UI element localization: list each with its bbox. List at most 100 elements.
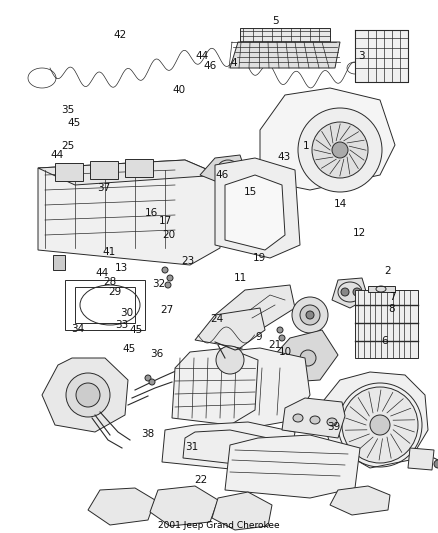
Text: 13: 13 — [115, 263, 128, 272]
Text: 28: 28 — [103, 277, 116, 287]
Text: 35: 35 — [61, 105, 74, 115]
Polygon shape — [355, 290, 418, 358]
Text: 43: 43 — [277, 152, 290, 161]
Polygon shape — [270, 330, 338, 382]
Text: 25: 25 — [61, 141, 74, 151]
Text: 20: 20 — [162, 230, 175, 240]
Polygon shape — [230, 42, 340, 68]
Text: 2: 2 — [384, 266, 391, 276]
Text: 44: 44 — [50, 150, 64, 159]
Ellipse shape — [341, 288, 349, 296]
Ellipse shape — [370, 415, 390, 435]
Ellipse shape — [310, 416, 320, 424]
Text: 44: 44 — [95, 268, 108, 278]
Text: 34: 34 — [71, 325, 85, 334]
Text: 3: 3 — [358, 52, 365, 61]
Text: 46: 46 — [203, 61, 216, 71]
Text: 29: 29 — [108, 287, 121, 296]
Text: 2001 Jeep Grand Cherokee: 2001 Jeep Grand Cherokee — [158, 521, 280, 529]
Polygon shape — [38, 160, 220, 185]
Text: 45: 45 — [67, 118, 80, 127]
Polygon shape — [282, 398, 345, 438]
Ellipse shape — [149, 379, 155, 385]
Polygon shape — [42, 358, 128, 432]
Text: 24: 24 — [211, 314, 224, 324]
Text: 22: 22 — [194, 475, 207, 484]
Polygon shape — [215, 158, 300, 258]
Text: 44: 44 — [196, 51, 209, 61]
Polygon shape — [200, 155, 245, 185]
Text: 17: 17 — [159, 216, 172, 226]
Text: 37: 37 — [98, 183, 111, 192]
Text: 12: 12 — [353, 229, 366, 238]
Ellipse shape — [342, 387, 418, 463]
Text: 10: 10 — [279, 347, 292, 357]
Ellipse shape — [300, 350, 316, 366]
Polygon shape — [260, 88, 395, 190]
Polygon shape — [195, 308, 265, 348]
Ellipse shape — [327, 418, 337, 426]
Ellipse shape — [332, 142, 348, 158]
Polygon shape — [183, 430, 268, 464]
Polygon shape — [88, 488, 155, 525]
Polygon shape — [212, 492, 272, 530]
Ellipse shape — [279, 335, 285, 341]
Text: 23: 23 — [182, 256, 195, 266]
Text: 31: 31 — [185, 442, 198, 451]
Ellipse shape — [216, 346, 244, 374]
Ellipse shape — [306, 311, 314, 319]
Ellipse shape — [162, 267, 168, 273]
Bar — [55, 163, 83, 181]
Text: 42: 42 — [114, 30, 127, 40]
Polygon shape — [240, 28, 330, 50]
Text: 14: 14 — [334, 199, 347, 209]
Polygon shape — [368, 286, 395, 292]
Polygon shape — [162, 422, 295, 470]
Polygon shape — [53, 255, 65, 270]
Polygon shape — [150, 486, 218, 526]
Text: 45: 45 — [129, 326, 142, 335]
Text: 6: 6 — [381, 336, 388, 346]
Polygon shape — [38, 160, 220, 265]
Polygon shape — [320, 372, 428, 468]
Text: 7: 7 — [389, 293, 396, 302]
Text: 11: 11 — [233, 273, 247, 283]
Text: 15: 15 — [244, 187, 257, 197]
Polygon shape — [332, 278, 368, 308]
Text: 38: 38 — [141, 430, 155, 439]
Ellipse shape — [434, 460, 438, 468]
Text: 32: 32 — [152, 279, 165, 288]
Text: 40: 40 — [172, 85, 185, 95]
Polygon shape — [355, 30, 408, 82]
Ellipse shape — [353, 288, 361, 296]
Text: 8: 8 — [389, 304, 396, 314]
Polygon shape — [215, 285, 295, 330]
Ellipse shape — [300, 305, 320, 325]
Ellipse shape — [66, 373, 110, 417]
Text: 36: 36 — [150, 350, 163, 359]
Ellipse shape — [293, 414, 303, 422]
Text: 4: 4 — [230, 59, 237, 68]
Polygon shape — [330, 486, 390, 515]
Ellipse shape — [312, 122, 368, 178]
Text: 45: 45 — [123, 344, 136, 354]
Text: 5: 5 — [272, 16, 279, 26]
Ellipse shape — [76, 383, 100, 407]
Text: 21: 21 — [268, 341, 282, 350]
Text: 46: 46 — [216, 170, 229, 180]
Text: 27: 27 — [160, 305, 173, 315]
Text: 33: 33 — [115, 320, 128, 330]
Text: 41: 41 — [102, 247, 115, 257]
Polygon shape — [172, 348, 258, 425]
Ellipse shape — [277, 327, 283, 333]
Ellipse shape — [167, 275, 173, 281]
Bar — [90, 161, 118, 179]
Bar — [125, 159, 153, 177]
Text: 9: 9 — [255, 332, 262, 342]
Text: 39: 39 — [327, 423, 340, 432]
Polygon shape — [408, 448, 434, 470]
Text: 30: 30 — [120, 309, 134, 318]
Ellipse shape — [165, 282, 171, 288]
Text: 16: 16 — [145, 208, 158, 217]
Ellipse shape — [145, 375, 151, 381]
